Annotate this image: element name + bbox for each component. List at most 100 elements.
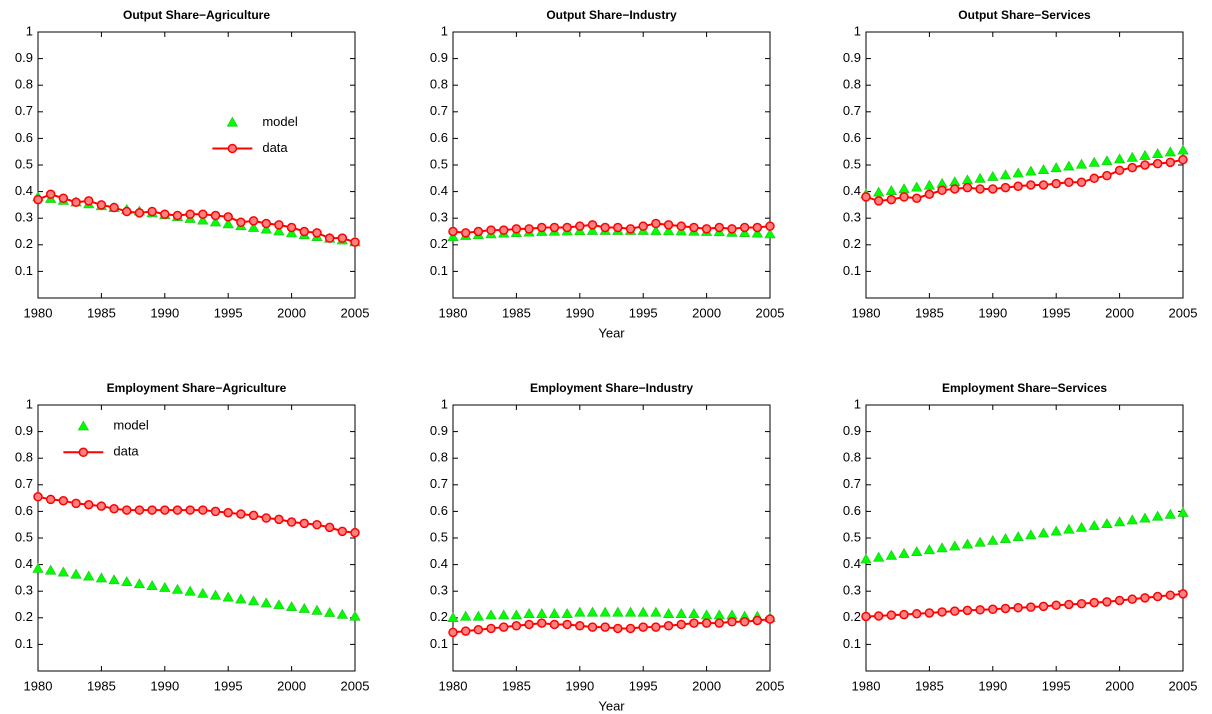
y-tick-label: 0.3 bbox=[430, 583, 448, 598]
legend-label: model bbox=[262, 114, 298, 129]
marker-circle bbox=[337, 526, 348, 537]
axes-frame bbox=[865, 404, 1184, 672]
y-tick-label: 0.8 bbox=[15, 450, 33, 465]
x-tick-label: 1990 bbox=[565, 305, 594, 320]
marker-circle bbox=[752, 222, 763, 233]
marker-circle bbox=[1013, 602, 1023, 613]
marker-circle bbox=[1051, 178, 1061, 189]
marker-triangle bbox=[209, 216, 222, 227]
marker-circle bbox=[1051, 600, 1061, 611]
marker-circle bbox=[1076, 598, 1087, 609]
marker-triangle bbox=[222, 591, 234, 602]
marker-circle bbox=[147, 206, 157, 217]
y-tick-label: 0.8 bbox=[843, 450, 861, 465]
marker-triangle bbox=[764, 228, 776, 239]
y-tick-label: 0.6 bbox=[843, 503, 861, 518]
marker-circle bbox=[911, 193, 922, 203]
marker-circle bbox=[78, 447, 89, 458]
marker-triangle bbox=[751, 227, 764, 238]
marker-circle bbox=[210, 506, 221, 517]
marker-circle bbox=[562, 619, 572, 630]
y-tick-label: 0.7 bbox=[430, 103, 448, 118]
marker-circle bbox=[83, 196, 94, 206]
marker-triangle bbox=[872, 186, 885, 197]
marker-circle bbox=[1064, 177, 1074, 188]
marker-triangle bbox=[999, 532, 1012, 543]
marker-circle bbox=[223, 212, 233, 222]
marker-triangle bbox=[77, 420, 90, 431]
marker-triangle bbox=[1088, 519, 1100, 530]
marker-circle bbox=[765, 221, 775, 231]
marker-triangle bbox=[197, 587, 209, 598]
y-tick-label: 0.4 bbox=[843, 556, 861, 571]
marker-circle bbox=[448, 627, 458, 638]
x-tick-label: 1995 bbox=[1042, 305, 1071, 320]
y-tick-label: 0.4 bbox=[15, 556, 33, 571]
marker-circle bbox=[498, 622, 509, 632]
marker-triangle bbox=[184, 585, 196, 596]
marker-circle bbox=[33, 194, 43, 205]
legend-label: model bbox=[113, 418, 149, 433]
marker-circle bbox=[524, 619, 534, 630]
x-tick-label: 1995 bbox=[629, 678, 658, 693]
marker-circle bbox=[739, 617, 750, 627]
y-tick-label: 0.6 bbox=[430, 503, 448, 518]
marker-circle bbox=[886, 194, 897, 205]
marker-circle bbox=[861, 192, 871, 202]
marker-triangle bbox=[311, 604, 323, 615]
marker-circle bbox=[1114, 595, 1125, 606]
marker-triangle bbox=[586, 606, 599, 617]
marker-circle bbox=[739, 222, 750, 233]
subplot-title: Output Share−Services bbox=[958, 8, 1091, 22]
marker-circle bbox=[1038, 180, 1049, 190]
subplot: Output Share−Industry 0.1 0.2 0.3 0.4 0.5 0.6 0… bbox=[430, 8, 785, 340]
marker-circle bbox=[873, 611, 884, 621]
marker-triangle bbox=[1025, 529, 1037, 540]
marker-triangle bbox=[574, 606, 586, 617]
y-tick-label: 1 bbox=[26, 23, 33, 38]
marker-triangle bbox=[561, 608, 573, 618]
x-tick-label: 1995 bbox=[214, 305, 243, 320]
subplot-title: Output Share−Agriculture bbox=[123, 8, 270, 22]
x-tick-label: 2000 bbox=[1105, 305, 1134, 320]
marker-triangle bbox=[1075, 158, 1088, 169]
marker-triangle bbox=[1101, 518, 1113, 529]
marker-circle bbox=[701, 224, 712, 234]
marker-circle bbox=[172, 505, 183, 515]
marker-circle bbox=[134, 208, 145, 218]
marker-circle bbox=[33, 492, 43, 502]
marker-circle bbox=[562, 222, 572, 233]
marker-triangle bbox=[949, 540, 961, 551]
marker-triangle bbox=[1088, 156, 1100, 167]
marker-circle bbox=[198, 209, 208, 219]
marker-circle bbox=[511, 621, 522, 631]
subplot: Employment Share−Industry 0.1 0.2 0.3 0.4 0.5… bbox=[430, 381, 785, 713]
subplot: Employment Share−Services 0.1 0.2 0.3 0.4 0.5… bbox=[843, 381, 1198, 693]
y-tick-label: 0.3 bbox=[843, 583, 861, 598]
y-tick-label: 0.8 bbox=[430, 450, 448, 465]
marker-triangle bbox=[32, 562, 44, 573]
x-tick-label: 1980 bbox=[439, 305, 468, 320]
marker-circle bbox=[312, 228, 322, 238]
marker-circle bbox=[1178, 154, 1188, 165]
marker-triangle bbox=[548, 608, 561, 618]
y-tick-label: 0.2 bbox=[15, 609, 33, 624]
x-tick-label: 2005 bbox=[1169, 305, 1198, 320]
marker-circle bbox=[45, 494, 56, 505]
marker-circle bbox=[962, 605, 973, 616]
y-tick-label: 0.7 bbox=[15, 103, 33, 118]
marker-circle bbox=[261, 513, 271, 523]
marker-triangle bbox=[235, 593, 247, 604]
marker-circle bbox=[950, 184, 960, 194]
marker-triangle bbox=[44, 564, 57, 575]
marker-circle bbox=[1127, 162, 1138, 173]
y-tick-label: 0.7 bbox=[843, 476, 861, 491]
marker-triangle bbox=[523, 608, 535, 618]
marker-circle bbox=[524, 224, 534, 234]
marker-triangle bbox=[624, 606, 637, 617]
y-tick-label: 0.6 bbox=[15, 503, 33, 518]
marker-circle bbox=[899, 192, 909, 202]
marker-circle bbox=[638, 221, 648, 231]
marker-triangle bbox=[1164, 146, 1177, 157]
